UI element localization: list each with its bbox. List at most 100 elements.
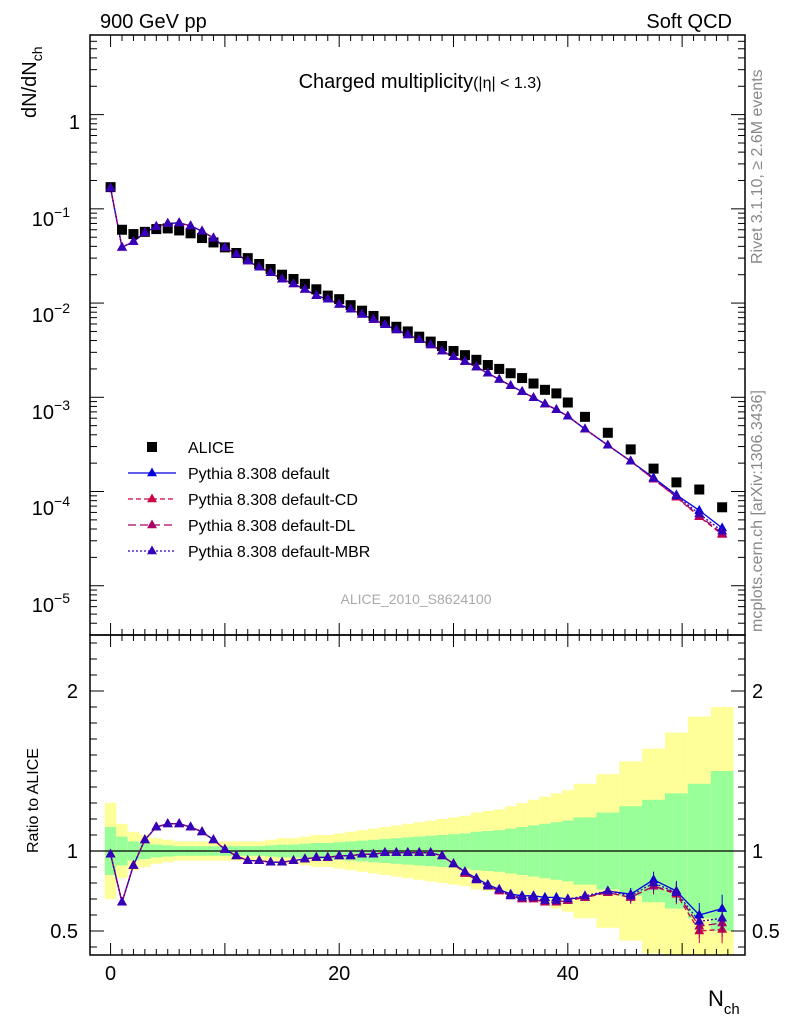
- mc-data-point-4: [402, 329, 413, 339]
- alice-data-point: [185, 228, 196, 239]
- xlabel-subscript: ch: [724, 1001, 740, 1018]
- xlabel: Nch: [708, 986, 740, 1018]
- alice-data-point: [602, 427, 613, 438]
- alice-data-point: [117, 224, 128, 235]
- main-title-subtext: (|η| < 1.3): [473, 75, 541, 92]
- mc-data-point-4: [151, 220, 162, 230]
- legend-label: Pythia 8.308 default: [188, 466, 330, 483]
- ratio-data-point-3: [528, 891, 539, 901]
- alice-data-point: [471, 354, 482, 365]
- rivet-version-text: Rivet 3.1.10, ≥ 2.6M events: [749, 69, 766, 264]
- alice-data-point: [311, 284, 322, 295]
- mc-data-point-4: [459, 355, 470, 365]
- mcplots-reference-text: mcplots.cern.ch [arXiv:1306.3436]: [749, 390, 766, 632]
- mc-data-point-4: [197, 225, 207, 235]
- ratio-data-point-3: [117, 896, 127, 906]
- ratio-data-point-3: [437, 850, 448, 860]
- ratio-data-point-3: [277, 856, 287, 866]
- ratio-y-tick-label-right: 1: [752, 841, 763, 863]
- ratio-data-point-3: [448, 858, 459, 868]
- legend-marker: [147, 493, 157, 503]
- ratio-data-point-3: [717, 912, 728, 922]
- ratio-data-point-3: [414, 847, 425, 856]
- ratio-y-tick-label: 1: [67, 841, 78, 863]
- x-tick-label: 0: [105, 963, 116, 985]
- ratio-data-point-3: [402, 847, 413, 856]
- y-tick-label-1e-2: 10−2: [32, 300, 70, 327]
- ratio-y-tick-label-right: 0.5: [752, 921, 780, 943]
- ratio-data-point-3: [299, 853, 310, 863]
- main-ylabel: dN/dNch: [19, 47, 45, 119]
- alice-data-point: [579, 411, 590, 422]
- alice-data-point: [551, 388, 562, 399]
- alice-data-point: [694, 484, 705, 495]
- ratio-ylabel: Ratio to ALICE: [25, 748, 42, 853]
- ratio-data-point-3: [162, 818, 173, 828]
- mc-data-point-4: [562, 410, 573, 420]
- main-ylabel-subscript: ch: [29, 47, 45, 62]
- alice-data-point: [625, 444, 636, 455]
- alice-data-point: [197, 233, 208, 244]
- ratio-data-point-3: [368, 848, 379, 858]
- y-tick-label-1: 1: [69, 112, 80, 134]
- mc-data-point-4: [345, 303, 356, 313]
- ratio-data-point-3: [288, 855, 299, 864]
- ratio-data-point-3: [379, 847, 390, 856]
- mc-data-point-4: [471, 361, 482, 371]
- mc-data-point-4: [174, 217, 185, 227]
- ratio-data-point-3: [231, 850, 242, 860]
- mc-data-point-4: [357, 308, 368, 318]
- ratio-data-point-3: [625, 890, 636, 900]
- mc-data-point-4: [437, 345, 448, 355]
- main-title: Charged multiplicity(|η| < 1.3): [299, 71, 542, 93]
- mc-data-point-4: [242, 255, 253, 265]
- mc-data-point-4: [694, 508, 705, 518]
- ratio-data-point-3: [694, 915, 705, 925]
- ratio-frame: [89, 634, 746, 956]
- legend-marker: [147, 467, 157, 477]
- header-right: Soft QCD: [646, 11, 732, 33]
- analysis-watermark: ALICE_2010_S8624100: [340, 591, 491, 607]
- ratio-y-tick-label: 0.5: [50, 921, 78, 943]
- x-tick-label: 20: [328, 963, 350, 985]
- alice-data-point: [494, 363, 505, 374]
- mc-data-point-4: [414, 334, 425, 343]
- ratio-data-point-3: [551, 895, 562, 904]
- mc-data-point-4: [311, 290, 322, 299]
- x-tick-label: 40: [557, 963, 579, 985]
- legend-marker: [147, 545, 157, 555]
- legend-label: ALICE: [188, 440, 234, 457]
- ratio-data-point-3: [265, 856, 276, 866]
- ratio-data-point-3: [311, 851, 322, 861]
- main-ylabel-text: dN/dN: [19, 61, 41, 118]
- alice-data-point: [717, 502, 728, 513]
- mc-data-point-4: [288, 278, 299, 288]
- alice-data-point: [505, 368, 516, 379]
- header-left: 900 GeV pp: [100, 11, 207, 33]
- mc-data-point-4: [265, 267, 276, 277]
- mc-data-point-4: [117, 241, 127, 251]
- mc-data-point-4: [105, 182, 116, 192]
- ratio-data-point-3: [648, 877, 659, 887]
- ratio-data-point-3: [208, 834, 219, 844]
- mc-data-point-4: [334, 298, 345, 308]
- mc-data-point-4: [299, 283, 310, 293]
- mc-data-point-4: [254, 261, 265, 271]
- ratio-data-point-3: [242, 855, 253, 864]
- mc-data-point-4: [517, 386, 528, 395]
- mc-data-point-4: [162, 217, 173, 227]
- ratio-data-point-3: [602, 885, 613, 895]
- mc-data-point-4: [551, 404, 562, 413]
- ratio-data-point-3: [128, 859, 139, 869]
- mc-data-point-4: [648, 472, 659, 482]
- ratio-data-point-3: [345, 850, 356, 860]
- ratio-data-point-3: [197, 826, 207, 836]
- mc-data-point-4: [580, 423, 590, 433]
- alice-data-point: [162, 223, 173, 234]
- ratio-data-point-3: [517, 891, 528, 901]
- mc-data-point-4: [717, 525, 728, 535]
- ratio-y-tick-label: 2: [67, 681, 78, 703]
- mc-data-point-4: [208, 232, 219, 242]
- chart-marks: 0 20 40 0.5 0.5 1 1 2 2: [50, 34, 780, 985]
